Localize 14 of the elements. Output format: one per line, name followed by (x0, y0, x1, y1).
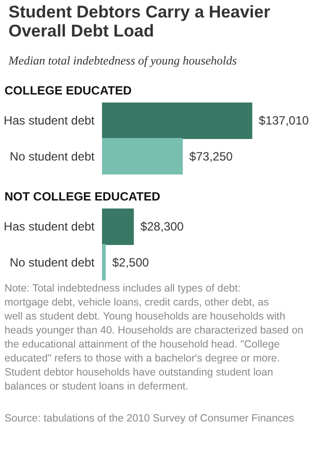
y-tick-label: No student debt (10, 150, 96, 164)
chart-title: COLLEGE EDUCATED (4, 84, 132, 98)
text: Median total indebtedness of young households (8, 54, 238, 68)
source-note: Source: tabulations of the 2010 Survey of Consumer Finances (4, 412, 294, 424)
data-label: $73,250 (189, 150, 234, 164)
text: Student Debtors Carry a Heavier Overall Debt Load (8, 2, 271, 40)
text: Note: Total indebtedness includes all types of debt: mortgage debt, vehicle loans, credit cards, other debt, as well as student debt. Young households are households with heads younger than 40. Households are characterized based on the educational attainment of the household head. "College educated" refers to those with a bachelor's degree or more. Student debtor households have outstanding student loan balances or student loans in deferment. (4, 282, 304, 392)
y-tick-label: No student debt (10, 256, 96, 270)
y-tick-label: Has student debt (4, 114, 96, 128)
chart-title: NOT COLLEGE EDUCATED (4, 190, 161, 204)
data-label: $2,500 (112, 256, 150, 270)
data-label: $137,010 (258, 114, 310, 128)
data-label: $28,300 (140, 220, 184, 234)
y-tick-label: Has student debt (4, 220, 96, 234)
